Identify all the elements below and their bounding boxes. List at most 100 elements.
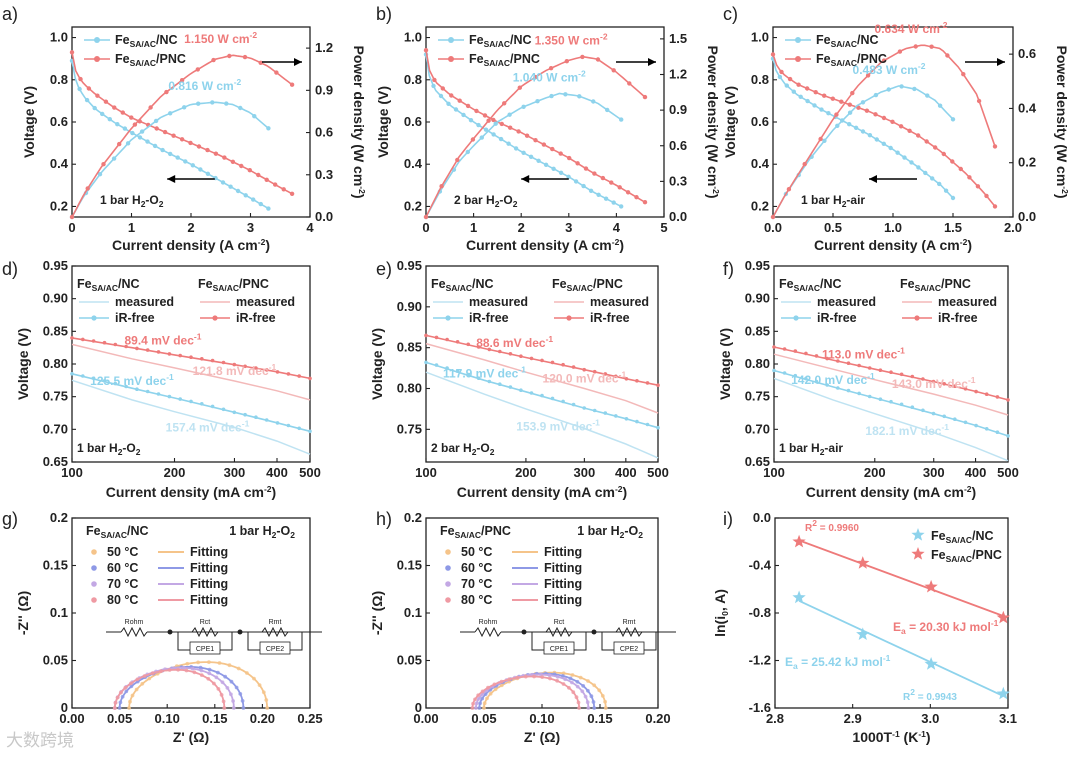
data-point xyxy=(188,140,193,146)
data-point xyxy=(145,139,150,144)
data-point xyxy=(231,706,236,710)
data-point xyxy=(560,674,565,678)
data-point xyxy=(214,675,219,680)
data-point xyxy=(897,49,903,54)
data-point xyxy=(791,89,796,94)
text-run: 1 bar H xyxy=(77,441,118,455)
data-point xyxy=(70,372,74,376)
condition-label: 1 bar H2-air xyxy=(801,193,865,209)
data-point xyxy=(571,365,576,369)
text-run: Power density (W cm xyxy=(351,45,367,186)
data-point xyxy=(588,188,594,193)
text-run: measured xyxy=(938,295,997,309)
panel-title: FeSA/AC/PNC xyxy=(440,524,511,540)
x-tick-label: 0.10 xyxy=(529,711,554,726)
text-run: 2 xyxy=(272,530,277,540)
data-point xyxy=(910,374,915,379)
text-run: h) xyxy=(376,509,392,529)
data-point xyxy=(798,94,803,100)
text-run: 2 bar H xyxy=(454,193,495,207)
data-point xyxy=(480,689,485,694)
text-run: ) xyxy=(623,484,628,500)
panel-label: f) xyxy=(723,259,734,279)
legend-label: FeSA/AC/PNC xyxy=(931,548,1002,564)
data-point xyxy=(183,159,188,164)
y-tick-label: 0.8 xyxy=(751,72,769,87)
data-point xyxy=(275,370,280,374)
legend-label: iR-free xyxy=(938,311,978,325)
text-run: 0.85 xyxy=(397,340,422,355)
text-run: 0.15 xyxy=(43,558,68,573)
data-point xyxy=(229,679,234,684)
text-run: -air xyxy=(824,441,843,455)
data-point xyxy=(558,151,563,156)
text-run: 0.2 xyxy=(1018,155,1036,170)
data-point xyxy=(286,423,291,428)
data-point xyxy=(533,74,538,80)
data-point xyxy=(984,392,989,397)
data-point xyxy=(996,686,1010,700)
y-tick-label: 0.6 xyxy=(50,114,68,129)
data-point xyxy=(950,117,956,122)
data-point xyxy=(466,372,471,377)
data-point xyxy=(470,706,475,710)
y-tick-label: 0.05 xyxy=(43,653,68,668)
x-tick-label: 3 xyxy=(565,220,572,235)
data-point xyxy=(115,122,120,127)
text-run: 0 xyxy=(68,220,75,235)
data-point xyxy=(85,186,90,191)
data-point xyxy=(205,147,210,153)
data-point xyxy=(635,419,639,424)
data-point xyxy=(179,137,185,142)
data-point xyxy=(583,694,588,699)
text-run: 1.0 xyxy=(751,30,769,45)
data-point xyxy=(585,700,590,705)
x-tick-label: 2 xyxy=(187,220,194,235)
text-run: 0.0 xyxy=(669,209,687,224)
data-point xyxy=(600,694,605,698)
data-point xyxy=(772,345,776,349)
data-point xyxy=(185,661,190,666)
data-point xyxy=(179,78,185,83)
data-point xyxy=(97,172,103,177)
text-run: 1 bar H xyxy=(779,441,820,455)
text-run: 1.350 W cm xyxy=(535,34,600,48)
data-point xyxy=(575,161,580,166)
data-point xyxy=(992,204,998,209)
data-point xyxy=(873,92,879,98)
data-point xyxy=(967,175,972,180)
text-run: Rmt xyxy=(269,619,282,626)
x-tick-label: 100 xyxy=(61,465,83,480)
y-tick-label: 0 xyxy=(415,700,422,715)
data-point xyxy=(772,368,776,373)
data-point xyxy=(95,93,100,98)
data-point xyxy=(167,352,172,356)
data-point xyxy=(236,666,241,671)
text-run: 4 xyxy=(306,220,314,235)
data-point xyxy=(528,154,534,159)
text-run: Current density (A cm xyxy=(466,237,612,253)
data-point xyxy=(125,141,131,146)
data-point xyxy=(600,175,606,181)
text-run: 0.15 xyxy=(587,711,612,726)
data-point xyxy=(930,176,935,181)
text-run: -O xyxy=(624,524,638,538)
data-point xyxy=(921,408,925,413)
data-point xyxy=(656,425,660,430)
arrow-left-head xyxy=(869,175,877,183)
y-tick-label: 0.6 xyxy=(404,114,422,129)
data-point xyxy=(140,681,145,686)
text-run: , A) xyxy=(712,589,728,611)
data-point xyxy=(591,99,596,104)
data-point xyxy=(289,82,295,87)
data-point xyxy=(297,374,302,378)
data-point xyxy=(1006,434,1010,438)
y-tick-label: 0.4 xyxy=(50,156,69,171)
data-point xyxy=(446,101,451,107)
text-run: /PNC xyxy=(593,277,623,291)
data-point xyxy=(856,556,870,569)
text-run: 0.95 xyxy=(43,258,68,273)
data-point xyxy=(468,118,474,123)
data-point xyxy=(438,93,444,99)
data-point xyxy=(465,149,470,155)
